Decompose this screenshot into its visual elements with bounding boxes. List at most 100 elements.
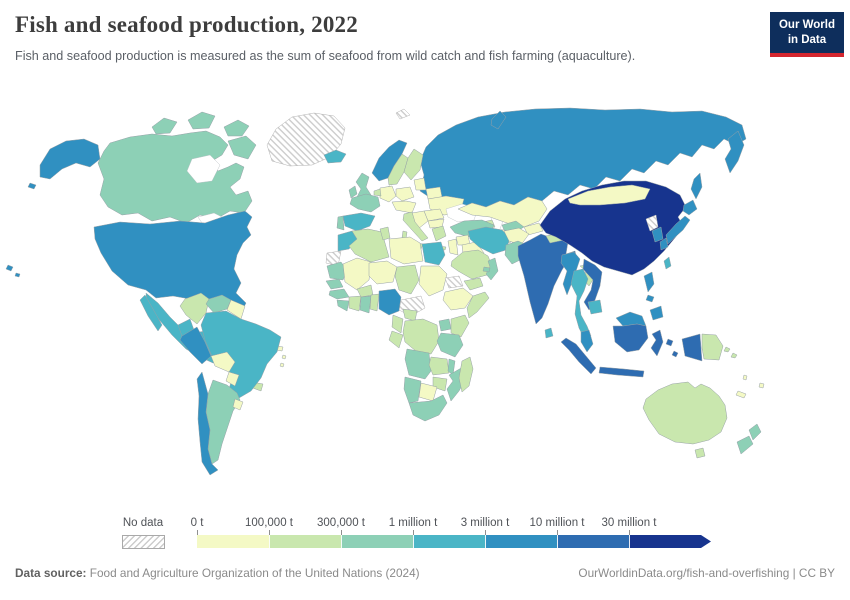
country-indonesia-moluccas[interactable]: [665, 338, 674, 347]
country-vietnam[interactable]: [582, 258, 603, 311]
country-south-korea[interactable]: [651, 226, 664, 243]
country-yemen[interactable]: [463, 277, 484, 291]
legend-bin-2[interactable]: [341, 535, 413, 548]
country-uganda[interactable]: [438, 318, 452, 332]
country-cambodia[interactable]: [587, 299, 603, 315]
country-indonesia-borneo[interactable]: [612, 323, 649, 353]
country-colombia[interactable]: [179, 292, 210, 325]
country-chile[interactable]: [196, 371, 219, 476]
country-ethiopia[interactable]: [442, 287, 474, 311]
country-taiwan[interactable]: [663, 256, 672, 270]
country-finland[interactable]: [403, 148, 424, 181]
country-indonesia-sumatra[interactable]: [560, 337, 597, 375]
country-dr-congo[interactable]: [402, 318, 440, 355]
country-germany[interactable]: [379, 185, 397, 203]
country-antilles[interactable]: [281, 354, 287, 360]
country-cote-divoire[interactable]: [348, 295, 362, 312]
country-sudan[interactable]: [418, 265, 448, 297]
country-zambia[interactable]: [428, 356, 450, 376]
country-spain[interactable]: [342, 212, 376, 232]
country-aleutians[interactable]: [27, 182, 37, 190]
country-indonesia-sulawesi[interactable]: [650, 329, 664, 357]
country-niger[interactable]: [368, 260, 398, 285]
country-hawaii[interactable]: [14, 272, 21, 278]
country-canada-arctic[interactable]: [223, 119, 250, 137]
country-paraguay[interactable]: [225, 371, 240, 387]
country-france[interactable]: [349, 193, 381, 213]
country-papua-new-guinea[interactable]: [701, 333, 724, 361]
country-somalia[interactable]: [466, 291, 490, 319]
country-tanzania[interactable]: [436, 332, 464, 358]
country-afghanistan[interactable]: [503, 227, 530, 246]
country-bolivia[interactable]: [210, 351, 236, 373]
country-tunisia[interactable]: [379, 226, 391, 241]
legend-bin-6[interactable]: [629, 535, 701, 548]
country-japan[interactable]: [659, 237, 669, 251]
country-uruguay[interactable]: [232, 398, 244, 411]
country-philippines[interactable]: [645, 294, 655, 303]
country-low-countries[interactable]: [373, 188, 382, 197]
country-central-europe[interactable]: [391, 200, 417, 214]
country-sri-lanka[interactable]: [544, 327, 554, 339]
country-oman[interactable]: [485, 257, 499, 281]
country-greece[interactable]: [431, 225, 447, 242]
country-namibia[interactable]: [403, 376, 422, 404]
country-new-zealand[interactable]: [748, 423, 762, 441]
country-togo-benin[interactable]: [369, 293, 380, 312]
country-baltics[interactable]: [413, 177, 427, 191]
country-brazil[interactable]: [200, 310, 282, 399]
country-uae[interactable]: [482, 266, 491, 273]
country-vanuatu[interactable]: [742, 374, 748, 381]
legend-bin-5[interactable]: [557, 535, 629, 548]
country-fiji[interactable]: [758, 382, 765, 389]
country-peru[interactable]: [179, 326, 212, 365]
country-ghana[interactable]: [359, 295, 372, 314]
country-canada-baffin[interactable]: [227, 135, 257, 160]
country-gabon-congo[interactable]: [388, 330, 404, 349]
legend-no-data-swatch[interactable]: [122, 535, 165, 549]
country-myanmar[interactable]: [560, 251, 581, 296]
country-australia[interactable]: [642, 381, 728, 445]
country-libya[interactable]: [388, 236, 424, 265]
country-madagascar[interactable]: [458, 356, 474, 393]
country-russia-sakhalin[interactable]: [690, 172, 703, 200]
country-guinea[interactable]: [328, 288, 350, 300]
country-antilles[interactable]: [279, 362, 285, 368]
country-chad[interactable]: [394, 264, 420, 295]
country-new-zealand[interactable]: [736, 435, 754, 455]
country-central-african-republic[interactable]: [402, 308, 418, 322]
country-portugal[interactable]: [336, 215, 345, 231]
country-alaska[interactable]: [39, 138, 101, 180]
country-senegal[interactable]: [325, 278, 344, 290]
country-canada-arctic[interactable]: [151, 117, 178, 135]
country-italy[interactable]: [402, 211, 429, 242]
legend-bin-3[interactable]: [413, 535, 485, 548]
owid-link[interactable]: OurWorldinData.org/fish-and-overfishing: [578, 566, 790, 580]
legend-bin-0[interactable]: [197, 535, 269, 548]
country-indonesia-moluccas[interactable]: [671, 350, 679, 358]
country-kazakhstan[interactable]: [457, 196, 548, 228]
country-canada-arctic[interactable]: [187, 111, 216, 130]
country-australia-tasmania[interactable]: [694, 447, 706, 459]
country-canada[interactable]: [97, 130, 253, 224]
country-philippines[interactable]: [649, 305, 664, 321]
country-japan[interactable]: [665, 215, 691, 245]
country-angola[interactable]: [404, 348, 432, 380]
country-malaysia-borneo[interactable]: [615, 311, 647, 327]
country-argentina[interactable]: [205, 379, 241, 465]
country-new-caledonia[interactable]: [735, 390, 747, 399]
country-indonesia-java[interactable]: [598, 366, 645, 378]
country-svalbard[interactable]: [395, 108, 411, 120]
country-usa[interactable]: [93, 210, 253, 314]
country-eritrea[interactable]: [444, 275, 464, 289]
country-solomon-islands[interactable]: [730, 352, 738, 359]
country-north-korea[interactable]: [645, 214, 659, 232]
country-venezuela[interactable]: [205, 294, 232, 314]
country-indonesia-papua[interactable]: [681, 333, 703, 362]
country-south-africa[interactable]: [408, 394, 448, 422]
country-philippines[interactable]: [643, 271, 655, 293]
country-russia-novaya-zemlya[interactable]: [490, 110, 507, 130]
legend-bin-4[interactable]: [485, 535, 557, 548]
country-norway[interactable]: [371, 139, 408, 182]
country-solomon-islands[interactable]: [723, 346, 731, 353]
